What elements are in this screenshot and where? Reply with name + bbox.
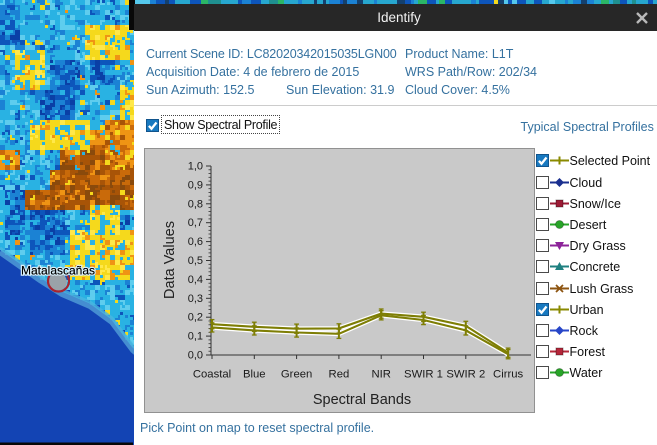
svg-text:0,3: 0,3 (188, 293, 203, 305)
svg-text:0,8: 0,8 (188, 198, 203, 210)
svg-text:1,0: 1,0 (188, 161, 203, 173)
svg-text:0,6: 0,6 (188, 236, 203, 248)
svg-text:0,2: 0,2 (188, 312, 203, 324)
svg-text:Spectral Bands: Spectral Bands (313, 392, 411, 408)
svg-text:Coastal: Coastal (193, 369, 231, 381)
svg-text:0,4: 0,4 (188, 274, 203, 286)
svg-text:NIR: NIR (371, 369, 390, 381)
svg-text:SWIR 2: SWIR 2 (446, 369, 485, 381)
svg-text:Data Values: Data Values (162, 221, 178, 299)
svg-text:0,9: 0,9 (188, 179, 203, 191)
svg-text:Cirrus: Cirrus (493, 369, 523, 381)
svg-text:Matalascañas: Matalascañas (21, 264, 95, 278)
svg-text:0,1: 0,1 (188, 331, 203, 343)
svg-text:0,0: 0,0 (188, 350, 203, 362)
svg-text:Green: Green (281, 369, 312, 381)
svg-text:Matalascañas: Matalascañas (21, 264, 95, 278)
svg-text:0,5: 0,5 (188, 255, 203, 267)
svg-text:Blue: Blue (243, 369, 266, 381)
svg-text:SWIR 1: SWIR 1 (404, 369, 443, 381)
svg-text:0,7: 0,7 (188, 217, 203, 229)
svg-text:Red: Red (329, 369, 350, 381)
